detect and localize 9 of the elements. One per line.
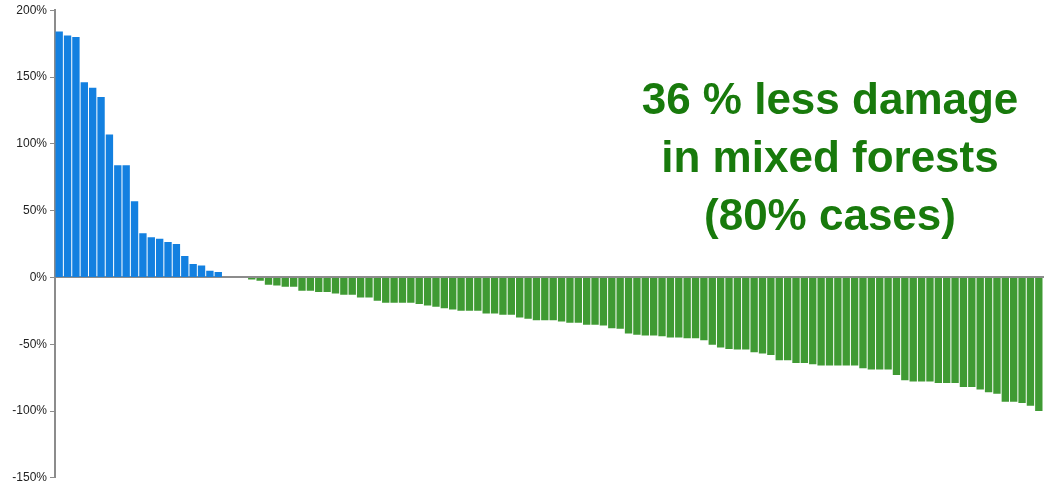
y-tick-label: -150% — [12, 470, 48, 485]
y-tick-label: 150% — [16, 69, 48, 84]
y-tick-label: 0% — [29, 269, 48, 284]
y-tick-label: 100% — [16, 136, 48, 151]
y-tick-label: -50% — [18, 336, 48, 351]
y-tick-label: 200% — [16, 2, 48, 17]
y-tick-label: 50% — [22, 202, 48, 217]
y-tick-label: -100% — [12, 403, 48, 418]
annotation: 36 % less damage in mixed forests (80% cases) — [640, 73, 1020, 241]
